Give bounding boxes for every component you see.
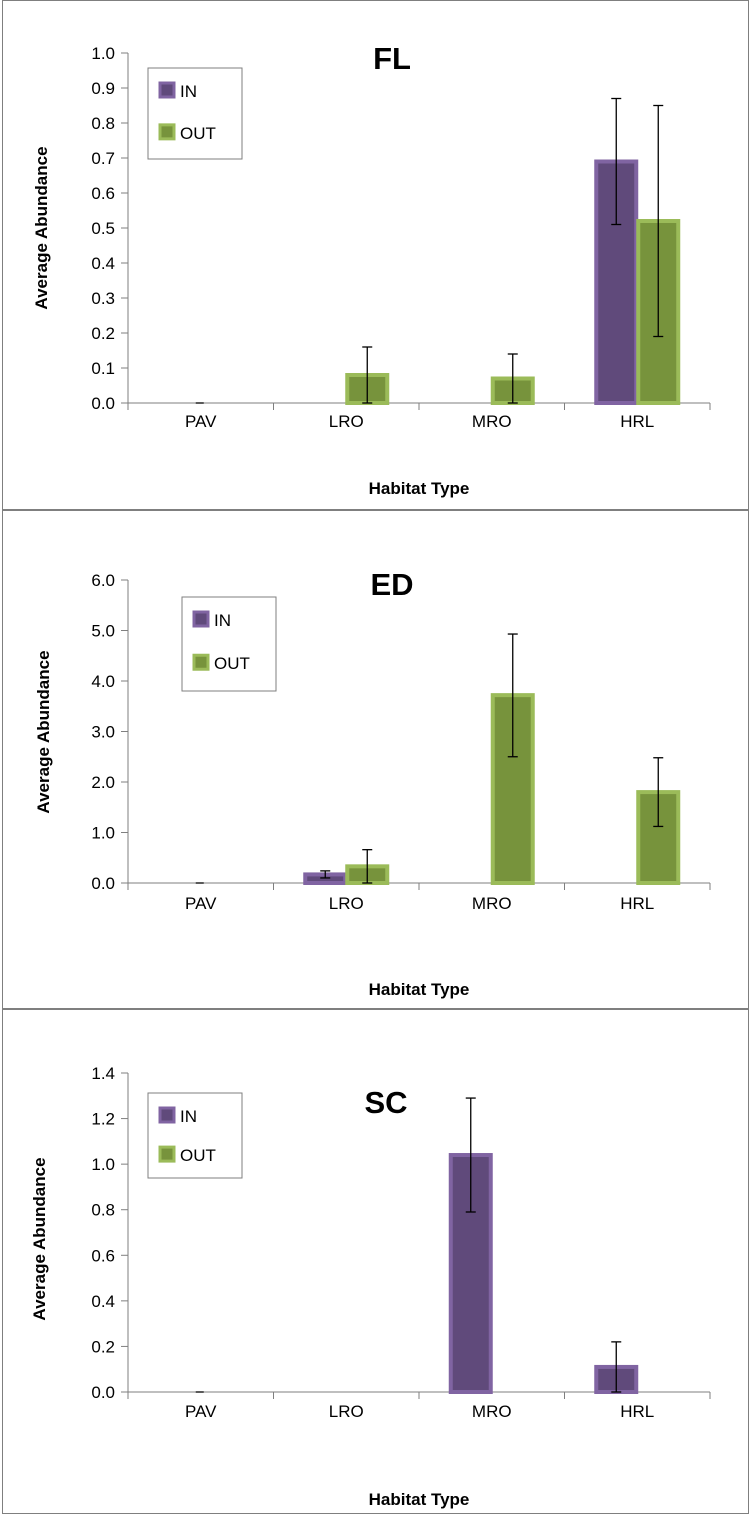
x-category-label: HRL [620, 894, 654, 913]
legend-box [147, 1092, 243, 1179]
y-tick-label: 0.2 [91, 324, 115, 343]
y-axis-title: Average Abundance [32, 146, 51, 309]
y-tick-label: 0.6 [91, 1246, 115, 1265]
y-tick-label: 5.0 [91, 622, 115, 641]
y-tick-label: 0.0 [91, 1383, 115, 1402]
x-category-label: LRO [329, 1402, 364, 1421]
legend-label-in: IN [214, 611, 231, 630]
legend-label-out: OUT [180, 124, 216, 143]
x-category-label: HRL [620, 412, 654, 431]
y-tick-label: 0.0 [91, 394, 115, 413]
legend-swatch-in [192, 610, 210, 628]
x-axis-title: Habitat Type [369, 479, 470, 498]
x-category-label: MRO [472, 894, 512, 913]
chart-panel-fl: 0.0 0.1 0.2 0.3 0.4 0.5 0.6 0.7 0.8 0.9 1.0 PAV LRO M… [2, 0, 749, 510]
legend-label-out: OUT [180, 1146, 216, 1165]
y-tick-label: 0.0 [91, 874, 115, 893]
x-category-label: MRO [472, 1402, 512, 1421]
chart-panel-sc: 0.0 0.2 0.4 0.6 0.8 1.0 1.2 1.4 PAV LRO MRO HRL SC Av… [2, 1009, 749, 1514]
x-category-label: LRO [329, 894, 364, 913]
y-tick-label: 0.4 [91, 254, 115, 273]
y-tick-label: 1.0 [91, 1155, 115, 1174]
y-tick-label: 1.2 [91, 1110, 115, 1129]
legend-label-in: IN [180, 1107, 197, 1126]
x-category-label: PAV [185, 412, 217, 431]
x-axis-title: Habitat Type [369, 980, 470, 999]
chart-title: FL [373, 41, 411, 76]
x-category-label: HRL [620, 1402, 654, 1421]
legend: IN OUT [181, 596, 277, 692]
y-tick-label: 1.4 [91, 1064, 115, 1083]
y-tick-label: 3.0 [91, 723, 115, 742]
y-tick-label: 0.2 [91, 1337, 115, 1356]
chart-title: SC [364, 1085, 407, 1120]
legend-swatch-out [158, 1145, 176, 1163]
y-tick-label: 4.0 [91, 672, 115, 691]
x-category-label: LRO [329, 412, 364, 431]
y-tick-label: 0.8 [91, 114, 115, 133]
legend: IN OUT [147, 1092, 243, 1179]
legend-swatch-in [158, 1106, 176, 1124]
y-tick-label: 2.0 [91, 773, 115, 792]
x-axis-title: Habitat Type [369, 1490, 470, 1509]
y-tick-label: 0.7 [91, 149, 115, 168]
legend-label-out: OUT [214, 654, 250, 673]
chart-panel-border [2, 510, 749, 1009]
y-tick-label: 1.0 [91, 44, 115, 63]
y-tick-label: 0.5 [91, 219, 115, 238]
y-tick-label: 0.8 [91, 1201, 115, 1220]
y-tick-label: 1.0 [91, 824, 115, 843]
y-tick-label: 0.6 [91, 184, 115, 203]
y-tick-label: 0.3 [91, 289, 115, 308]
y-axis-title: Average Abundance [34, 650, 53, 813]
legend-swatch-out [192, 653, 210, 671]
x-category-label: MRO [472, 412, 512, 431]
y-tick-label: 0.4 [91, 1292, 115, 1311]
legend: IN OUT [147, 67, 243, 160]
x-category-label: PAV [185, 1402, 217, 1421]
chart-panel-border [2, 1009, 749, 1514]
y-tick-label: 0.9 [91, 79, 115, 98]
y-tick-label: 0.1 [91, 359, 115, 378]
chart-title: ED [370, 567, 413, 602]
legend-swatch-in [158, 81, 176, 99]
x-category-label: PAV [185, 894, 217, 913]
y-tick-label: 6.0 [91, 571, 115, 590]
legend-label-in: IN [180, 82, 197, 101]
chart-panel-ed: 0.0 1.0 2.0 3.0 4.0 5.0 6.0 PAV LRO MRO HRL ED Avera… [2, 510, 749, 1009]
y-axis-title: Average Abundance [30, 1157, 49, 1320]
legend-swatch-out [158, 123, 176, 141]
